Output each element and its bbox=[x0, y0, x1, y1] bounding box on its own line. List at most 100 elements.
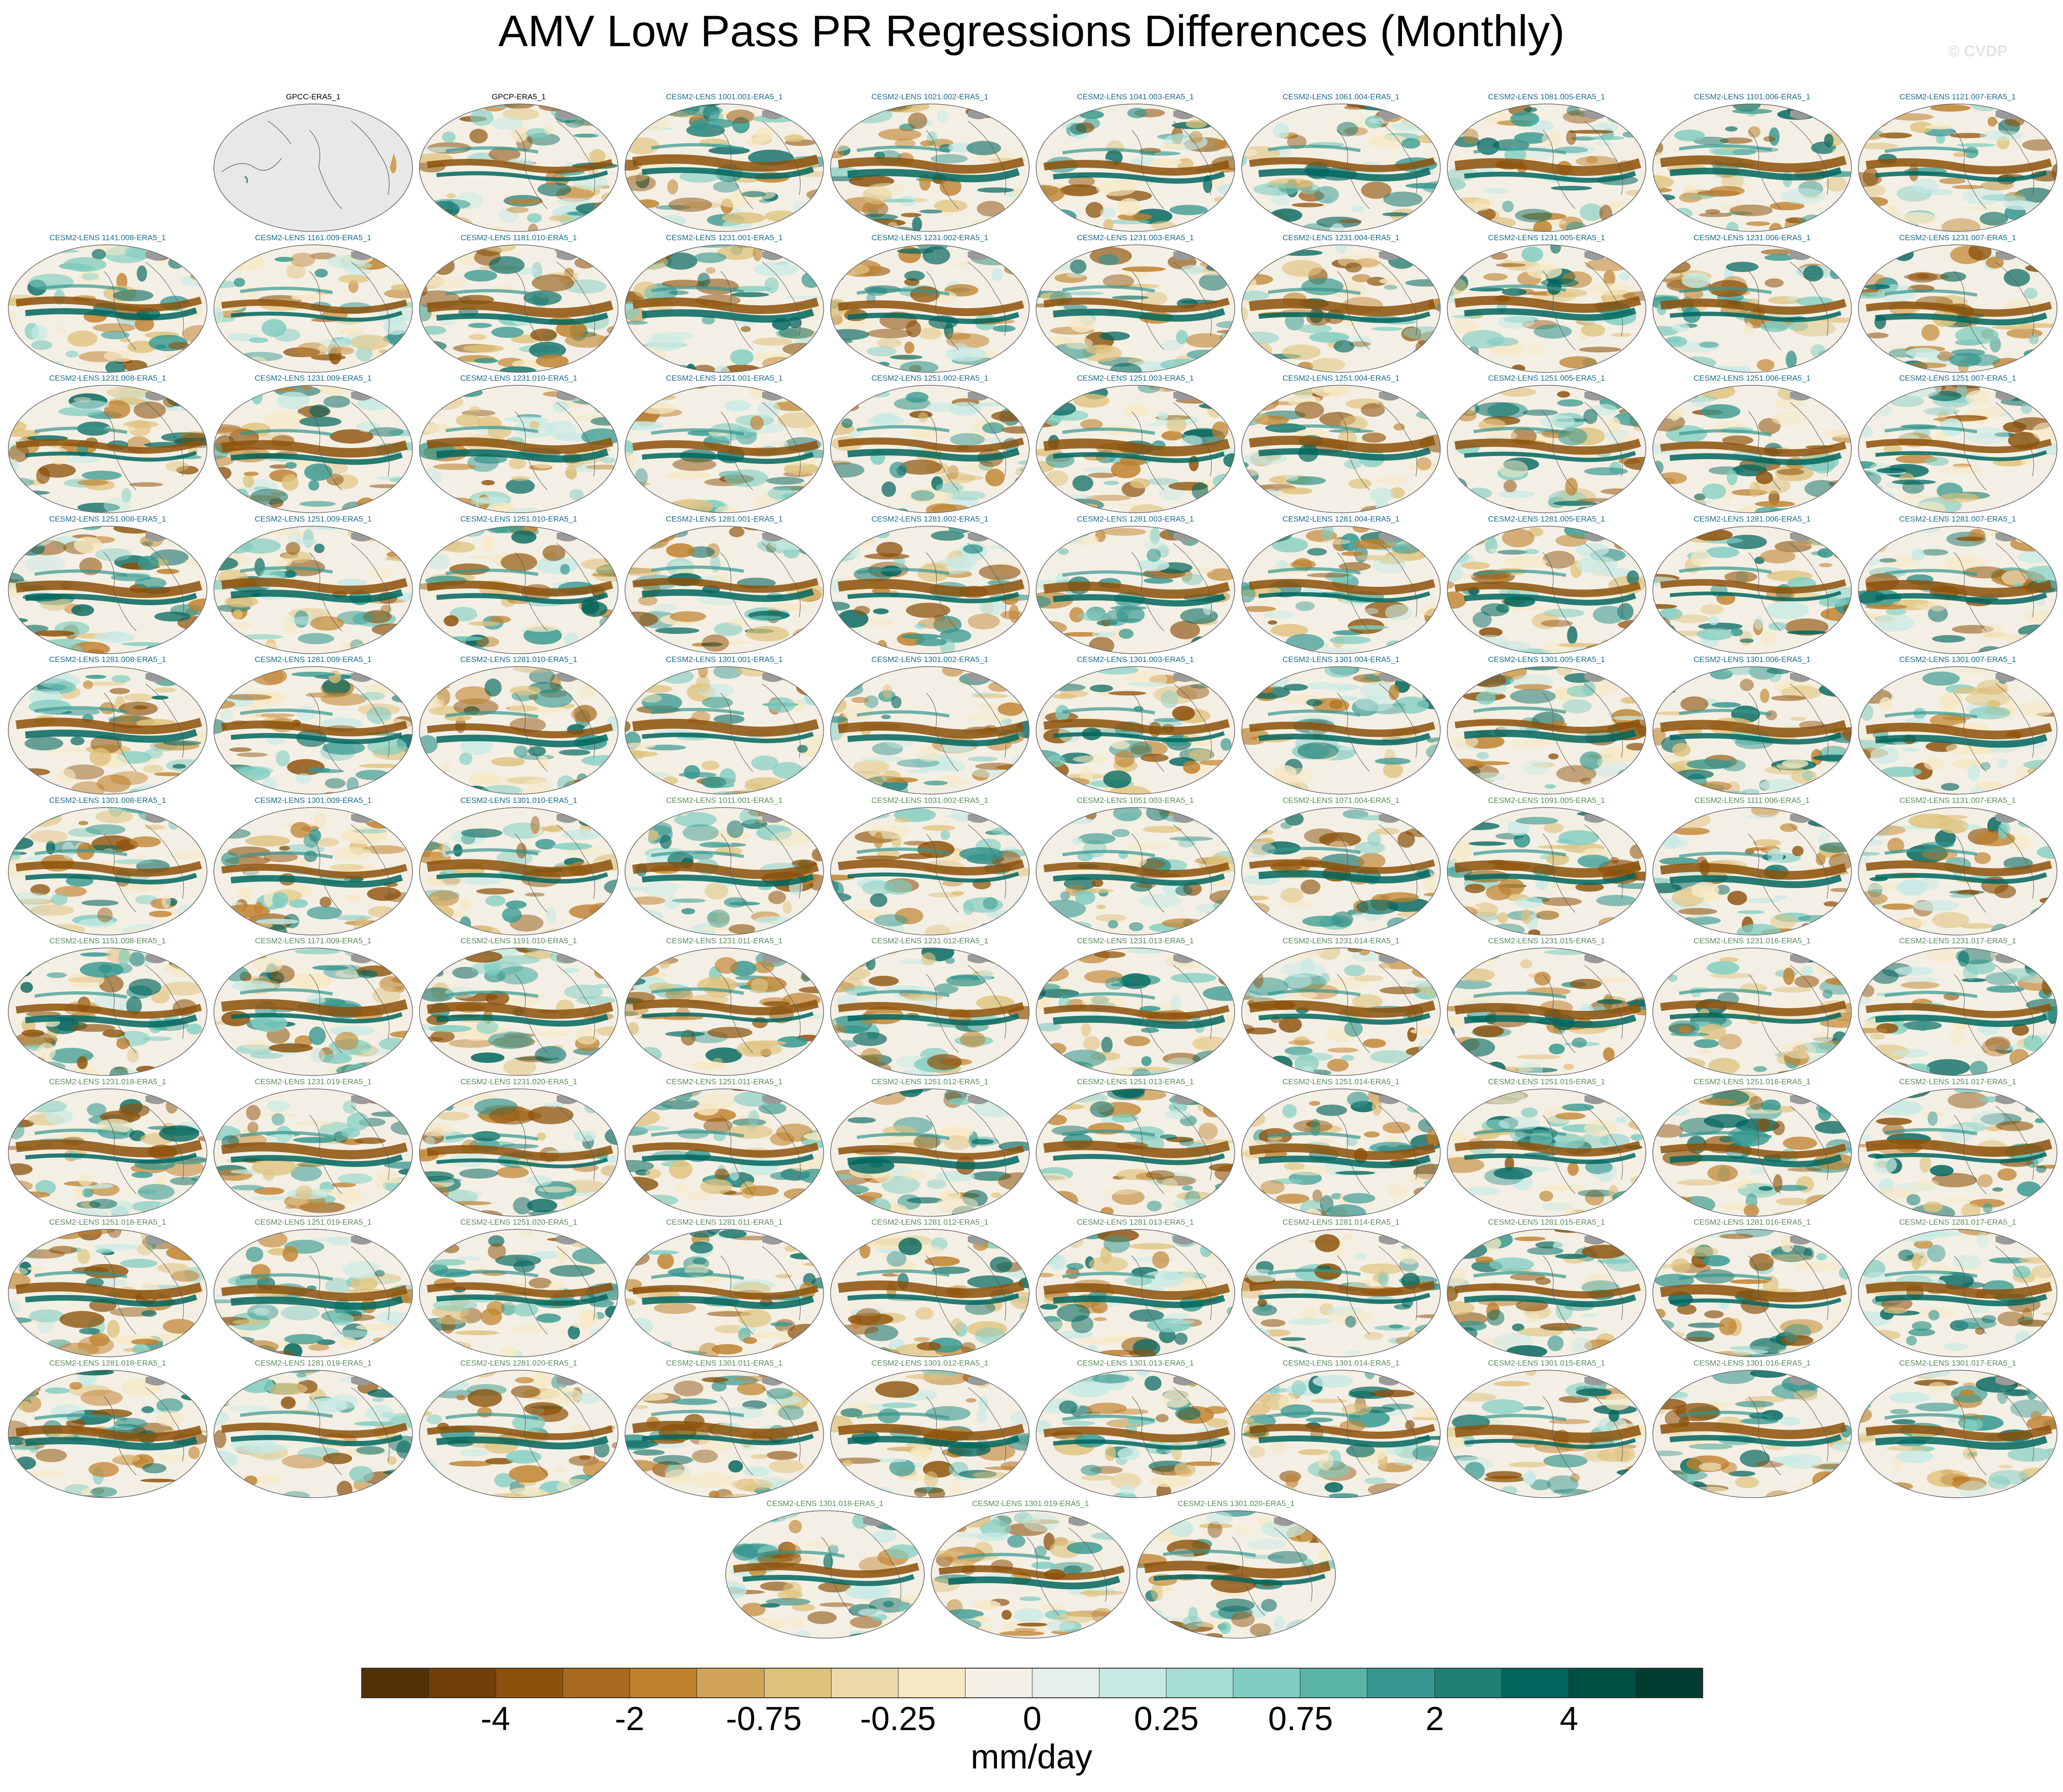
regression-map bbox=[418, 665, 619, 796]
regression-map bbox=[212, 1228, 414, 1358]
regression-map bbox=[1857, 525, 2058, 655]
map-panel: CESM2-LENS 1251.008-ERA5_1 bbox=[7, 515, 208, 655]
panel-label: CESM2-LENS 1281.018-ERA5_1 bbox=[49, 1358, 166, 1367]
map-panel: CESM2-LENS 1281.012-ERA5_1 bbox=[829, 1218, 1031, 1358]
colorbar-box bbox=[898, 1669, 965, 1697]
colorbar-box bbox=[563, 1669, 631, 1697]
regression-map bbox=[1035, 384, 1236, 514]
regression-map bbox=[1446, 665, 1647, 796]
colorbar-tick-label: -4 bbox=[480, 1701, 510, 1737]
map-panel: CESM2-LENS 1281.006-ERA5_1 bbox=[1651, 515, 1853, 655]
map-panel: CESM2-LENS 1041.003-ERA5_1 bbox=[1035, 92, 1236, 233]
regression-map bbox=[1857, 243, 2058, 374]
regression-map bbox=[1035, 1087, 1236, 1218]
map-panel: CESM2-LENS 1061.004-ERA5_1 bbox=[1240, 92, 1442, 233]
map-panel: CESM2-LENS 1281.010-ERA5_1 bbox=[418, 655, 619, 796]
panel-label: CESM2-LENS 1281.002-ERA5_1 bbox=[871, 514, 989, 523]
panel-label: CESM2-LENS 1231.012-ERA5_1 bbox=[871, 936, 989, 945]
regression-map bbox=[7, 665, 208, 796]
map-panel: CESM2-LENS 1301.012-ERA5_1 bbox=[829, 1359, 1031, 1499]
regression-map bbox=[1035, 947, 1236, 1077]
panel-label: CESM2-LENS 1171.009-ERA5_1 bbox=[255, 936, 371, 945]
panel-label: CESM2-LENS 1231.011-ERA5_1 bbox=[666, 936, 783, 945]
map-panel: CESM2-LENS 1231.006-ERA5_1 bbox=[1651, 233, 1853, 374]
map-panel: CESM2-LENS 1071.004-ERA5_1 bbox=[1240, 796, 1442, 936]
panel-label: CESM2-LENS 1231.001-ERA5_1 bbox=[666, 233, 783, 242]
map-panel: CESM2-LENS 1251.018-ERA5_1 bbox=[7, 1218, 208, 1358]
panel-label: CESM2-LENS 1231.020-ERA5_1 bbox=[460, 1077, 577, 1086]
colorbar-box bbox=[1300, 1669, 1368, 1697]
regression-map bbox=[829, 103, 1031, 233]
panel-label: CESM2-LENS 1301.001-ERA5_1 bbox=[666, 655, 783, 664]
regression-map bbox=[7, 384, 208, 514]
panel-label: CESM2-LENS 1251.006-ERA5_1 bbox=[1693, 374, 1811, 383]
regression-map bbox=[7, 1369, 208, 1499]
regression-map bbox=[1651, 525, 1853, 655]
map-panel: CESM2-LENS 1301.001-ERA5_1 bbox=[624, 655, 825, 796]
map-panel: CESM2-LENS 1301.019-ERA5_1 bbox=[930, 1499, 1131, 1640]
regression-map bbox=[1651, 947, 1853, 1077]
panel-label: CESM2-LENS 1251.010-ERA5_1 bbox=[460, 514, 577, 523]
panel-label: CESM2-LENS 1281.019-ERA5_1 bbox=[255, 1358, 372, 1367]
map-panel: CESM2-LENS 1301.013-ERA5_1 bbox=[1035, 1359, 1236, 1499]
map-panel: CESM2-LENS 1131.007-ERA5_1 bbox=[1857, 796, 2058, 936]
panel-label: CESM2-LENS 1281.004-ERA5_1 bbox=[1282, 514, 1400, 523]
panel-label: CESM2-LENS 1301.020-ERA5_1 bbox=[1177, 1499, 1295, 1508]
panel-label: CESM2-LENS 1231.018-ERA5_1 bbox=[49, 1077, 166, 1086]
map-panel: CESM2-LENS 1251.001-ERA5_1 bbox=[624, 374, 825, 514]
regression-map bbox=[1446, 1369, 1647, 1499]
panel-label: CESM2-LENS 1231.016-ERA5_1 bbox=[1693, 936, 1811, 945]
regression-map bbox=[624, 665, 825, 796]
panel-label: CESM2-LENS 1061.004-ERA5_1 bbox=[1282, 92, 1400, 101]
panel-label: CESM2-LENS 1251.002-ERA5_1 bbox=[871, 374, 989, 383]
colorbar-tick-label: 0 bbox=[1023, 1701, 1042, 1737]
map-panel: CESM2-LENS 1251.009-ERA5_1 bbox=[212, 515, 414, 655]
map-panel: CESM2-LENS 1281.011-ERA5_1 bbox=[624, 1218, 825, 1358]
map-panel: CESM2-LENS 1281.007-ERA5_1 bbox=[1857, 515, 2058, 655]
colorbar-tick-label: 2 bbox=[1425, 1701, 1444, 1737]
panel-label: CESM2-LENS 1251.008-ERA5_1 bbox=[49, 514, 166, 523]
regression-map bbox=[418, 525, 619, 655]
map-panel: CESM2-LENS 1251.005-ERA5_1 bbox=[1446, 374, 1647, 514]
regression-map bbox=[1857, 1087, 2058, 1218]
colorbar-tick-label: 0.75 bbox=[1268, 1701, 1333, 1737]
map-panel: CESM2-LENS 1251.011-ERA5_1 bbox=[624, 1077, 825, 1218]
map-panel: CESM2-LENS 1281.003-ERA5_1 bbox=[1035, 515, 1236, 655]
regression-map bbox=[1035, 103, 1236, 233]
panel-label: CESM2-LENS 1301.010-ERA5_1 bbox=[460, 796, 577, 805]
map-panel: CESM2-LENS 1171.009-ERA5_1 bbox=[212, 936, 414, 1077]
panel-label: CESM2-LENS 1301.015-ERA5_1 bbox=[1488, 1358, 1605, 1367]
regression-map bbox=[829, 806, 1031, 936]
map-panel: CESM2-LENS 1301.008-ERA5_1 bbox=[7, 796, 208, 936]
panel-label: CESM2-LENS 1301.004-ERA5_1 bbox=[1282, 655, 1400, 664]
regression-map bbox=[1240, 665, 1442, 796]
panel-label: CESM2-LENS 1301.011-ERA5_1 bbox=[666, 1358, 783, 1367]
regression-map bbox=[418, 103, 619, 233]
regression-map bbox=[1240, 243, 1442, 374]
colorbar-box bbox=[1568, 1669, 1636, 1697]
map-panel: CESM2-LENS 1251.012-ERA5_1 bbox=[829, 1077, 1031, 1218]
colorbar-box bbox=[1635, 1669, 1702, 1697]
panel-label: CESM2-LENS 1281.007-ERA5_1 bbox=[1899, 514, 2016, 523]
panel-label: CESM2-LENS 1021.002-ERA5_1 bbox=[871, 92, 989, 101]
panel-label: GPCC-ERA5_1 bbox=[285, 92, 341, 101]
regression-map bbox=[1446, 806, 1647, 936]
panel-label: CESM2-LENS 1281.010-ERA5_1 bbox=[460, 655, 577, 664]
panel-label: CESM2-LENS 1281.005-ERA5_1 bbox=[1488, 514, 1605, 523]
regression-map bbox=[418, 1228, 619, 1358]
regression-map bbox=[1446, 243, 1647, 374]
panel-label: CESM2-LENS 1251.009-ERA5_1 bbox=[255, 514, 372, 523]
regression-map bbox=[624, 103, 825, 233]
panel-label: CESM2-LENS 1001.001-ERA5_1 bbox=[666, 92, 783, 101]
panel-label: CESM2-LENS 1301.007-ERA5_1 bbox=[1899, 655, 2016, 664]
panel-label: CESM2-LENS 1301.016-ERA5_1 bbox=[1693, 1358, 1811, 1367]
regression-map bbox=[624, 1228, 825, 1358]
panel-label: CESM2-LENS 1191.010-ERA5_1 bbox=[461, 936, 577, 945]
map-panel: CESM2-LENS 1191.010-ERA5_1 bbox=[418, 936, 619, 1077]
regression-map bbox=[930, 1509, 1131, 1640]
panel-label: CESM2-LENS 1281.013-ERA5_1 bbox=[1077, 1218, 1194, 1227]
panel-label: CESM2-LENS 1081.005-ERA5_1 bbox=[1488, 92, 1605, 101]
panel-label: CESM2-LENS 1141.008-ERA5_1 bbox=[49, 233, 166, 242]
colorbar-box bbox=[1032, 1669, 1100, 1697]
colorbar-box bbox=[697, 1669, 765, 1697]
